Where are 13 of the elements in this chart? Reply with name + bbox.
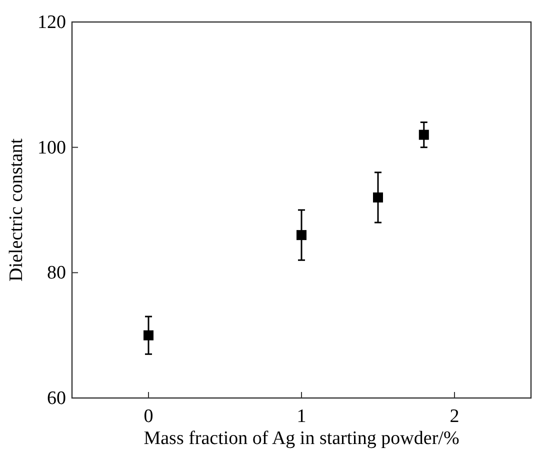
x-tick-label: 1 [296,406,306,427]
x-tick-label: 2 [450,406,460,427]
y-tick-label: 80 [47,262,66,284]
y-tick-label: 120 [38,12,66,33]
x-tick-label: 0 [144,406,154,427]
y-tick-label: 60 [47,388,66,409]
point [418,130,429,140]
point [296,230,306,240]
point [373,192,383,202]
y-tick-label: 100 [38,137,66,158]
y-axis-title: Dielectric constant [6,138,27,282]
x-axis-title: Mass fraction of Ag in starting powder/% [144,428,460,449]
point [144,330,154,340]
